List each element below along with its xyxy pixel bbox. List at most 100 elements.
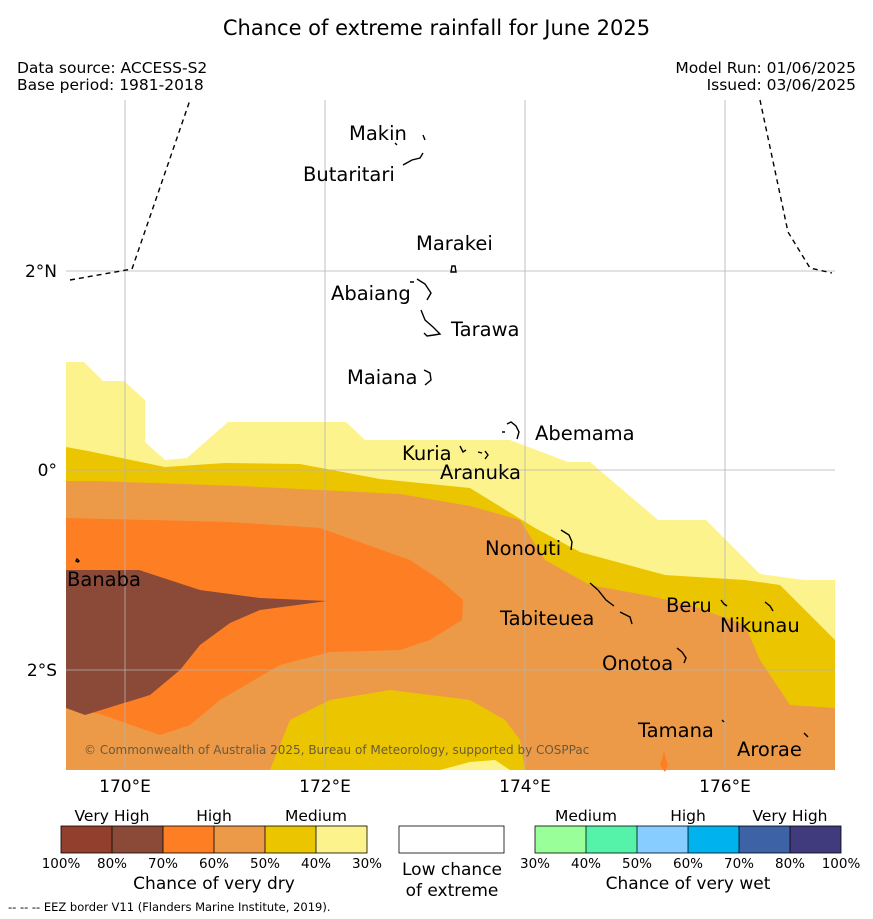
dry-swatch-4 xyxy=(214,826,265,853)
label-abaiang: Abaiang xyxy=(331,282,411,305)
wet-tick-50: 50% xyxy=(622,856,652,872)
island-tamana xyxy=(721,719,725,723)
low-chance-line1: Low chance xyxy=(402,860,502,880)
dry-category-very-high: Very High xyxy=(74,807,149,825)
base-period: Base period: 1981-2018 xyxy=(17,76,204,94)
label-kuria: Kuria xyxy=(402,442,452,465)
wet-swatch-3 xyxy=(637,826,688,853)
dry-tick-30: 30% xyxy=(352,856,382,872)
wet-tick-30: 30% xyxy=(520,856,550,872)
dry-swatch-1 xyxy=(61,826,112,853)
label-maiana: Maiana xyxy=(347,366,417,389)
lat-label-2n: 2°N xyxy=(25,262,57,282)
eez-footnote: -- -- -- EEZ border V11 (Flanders Marine… xyxy=(8,900,331,914)
wet-tick-100: 100% xyxy=(822,856,861,872)
legend-wet: Medium High Very High 30% 40% 50% 60% 70… xyxy=(520,807,860,894)
label-marakei: Marakei xyxy=(416,232,493,255)
wet-tick-70: 70% xyxy=(724,856,754,872)
island-aranuka xyxy=(477,450,489,460)
wet-swatch-2 xyxy=(586,826,637,853)
zone-medium-bottom xyxy=(270,690,525,770)
dry-swatch-2 xyxy=(112,826,163,853)
island-maiana xyxy=(423,369,432,386)
island-arorae xyxy=(803,732,809,738)
label-nikunau: Nikunau xyxy=(720,614,800,637)
label-butaritari: Butaritari xyxy=(303,163,395,186)
dry-tick-50: 50% xyxy=(250,856,280,872)
label-tamana: Tamana xyxy=(637,719,714,742)
dry-category-high: High xyxy=(196,807,232,825)
wet-tick-60: 60% xyxy=(673,856,703,872)
axis-labels: 170°E 172°E 174°E 176°E 2°N 0° 2°S xyxy=(25,262,751,797)
zone-very-high xyxy=(66,570,327,715)
zone-medium-light-bottom xyxy=(440,760,510,770)
island-nikunau xyxy=(764,601,774,612)
lat-label-0: 0° xyxy=(38,461,57,481)
dry-tick-80: 80% xyxy=(97,856,127,872)
wet-tick-80: 80% xyxy=(775,856,805,872)
wet-category-very-high: Very High xyxy=(752,807,827,825)
model-run: Model Run: 01/06/2025 xyxy=(675,59,856,77)
island-beru xyxy=(720,599,728,607)
dry-legend-title: Chance of very dry xyxy=(133,874,295,894)
lon-label-172: 172°E xyxy=(299,777,351,797)
low-chance-swatch xyxy=(398,825,505,854)
graticule xyxy=(66,100,835,770)
label-arorae: Arorae xyxy=(737,738,802,761)
label-makin: Makin xyxy=(349,122,407,145)
rainfall-zones xyxy=(66,362,835,772)
wet-swatch-1 xyxy=(535,826,586,853)
dry-swatch-5 xyxy=(265,826,316,853)
legend-low-chance: Low chance of extreme xyxy=(398,825,505,901)
label-abemama: Abemama xyxy=(535,422,635,445)
copyright: © Commonwealth of Australia 2025, Bureau… xyxy=(84,743,589,757)
wet-swatch-5 xyxy=(739,826,790,853)
dry-swatch-3 xyxy=(163,826,214,853)
dry-tick-60: 60% xyxy=(199,856,229,872)
island-abemama xyxy=(502,421,520,440)
run-info: Model Run: 01/06/2025 Issued: 03/06/2025 xyxy=(675,60,856,94)
dry-category-medium: Medium xyxy=(285,807,347,825)
wet-swatch-6 xyxy=(790,826,841,853)
island-marakei xyxy=(450,265,457,273)
eez-border-east xyxy=(759,99,833,274)
dry-swatch-6 xyxy=(316,826,367,853)
island-abaiang xyxy=(410,278,432,301)
eez-border xyxy=(69,99,833,281)
label-nonouti: Nonouti xyxy=(485,537,561,560)
wet-swatch-4 xyxy=(688,826,739,853)
island-butaritari xyxy=(402,152,424,166)
wet-tick-40: 40% xyxy=(571,856,601,872)
island-onotoa xyxy=(676,647,687,664)
wet-legend-title: Chance of very wet xyxy=(606,874,771,894)
legend-dry: Very High High Medium 100% 80% 70% 60% 5… xyxy=(42,807,382,894)
issued-date: Issued: 03/06/2025 xyxy=(706,76,856,94)
label-tabiteuea: Tabiteuea xyxy=(499,607,594,630)
island-kuria xyxy=(459,445,467,454)
zone-hotspot xyxy=(660,752,668,772)
island-makin xyxy=(394,134,426,146)
label-banaba: Banaba xyxy=(67,568,141,591)
dry-tick-40: 40% xyxy=(301,856,331,872)
lat-label-2s: 2°S xyxy=(27,661,57,681)
label-onotoa: Onotoa xyxy=(602,652,673,675)
wet-category-high: High xyxy=(670,807,706,825)
low-chance-line2: of extreme xyxy=(406,881,499,901)
island-banaba xyxy=(75,557,80,563)
dry-tick-70: 70% xyxy=(148,856,178,872)
lon-label-174: 174°E xyxy=(499,777,551,797)
eez-border-west xyxy=(69,99,191,281)
island-tabiteuea xyxy=(589,582,633,625)
islands xyxy=(75,134,809,738)
lon-label-176: 176°E xyxy=(699,777,751,797)
island-tarawa xyxy=(420,309,442,337)
data-source: Data source: ACCESS-S2 xyxy=(17,59,208,77)
lon-label-170: 170°E xyxy=(99,777,151,797)
island-nonouti xyxy=(560,529,573,551)
label-aranuka: Aranuka xyxy=(440,461,521,484)
map-title: Chance of extreme rainfall for June 2025 xyxy=(222,16,651,40)
label-tarawa: Tarawa xyxy=(450,318,520,341)
label-beru: Beru xyxy=(666,594,712,617)
source-info: Data source: ACCESS-S2 Base period: 1981… xyxy=(17,60,207,94)
